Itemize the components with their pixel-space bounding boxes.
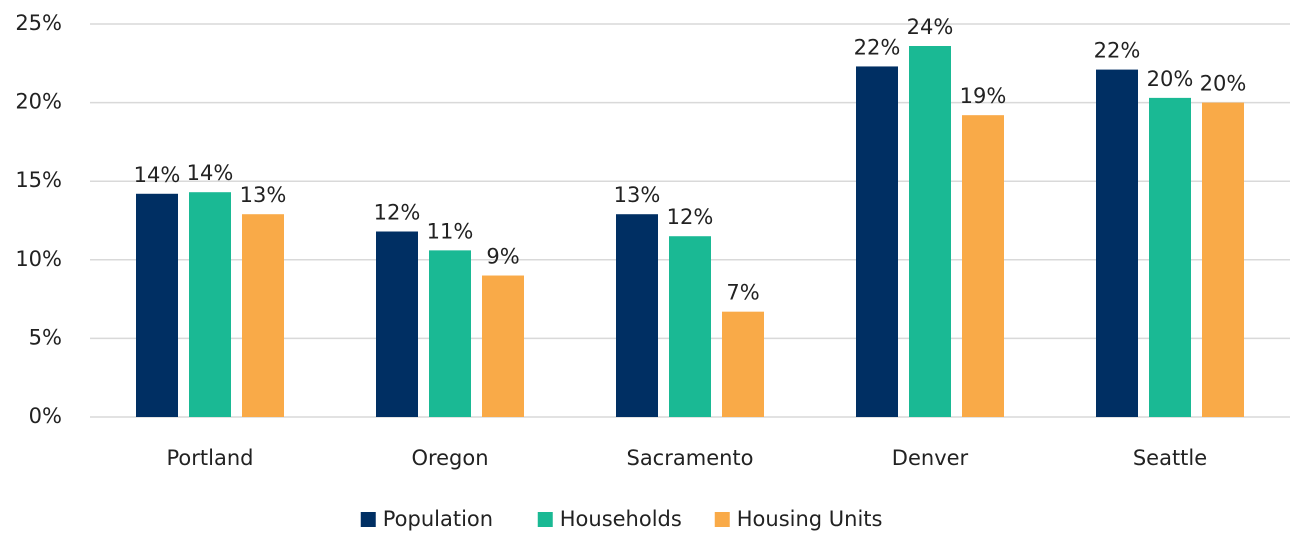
bar xyxy=(1096,69,1138,417)
legend-swatch xyxy=(360,512,376,527)
bar xyxy=(429,250,471,417)
value-label: 12% xyxy=(374,201,421,225)
x-tick-label: Oregon xyxy=(411,446,488,470)
bar xyxy=(616,214,658,417)
y-tick-label: 20% xyxy=(15,90,62,114)
value-label: 20% xyxy=(1200,72,1247,96)
value-label: 20% xyxy=(1147,67,1194,91)
value-label: 12% xyxy=(667,205,714,229)
legend-label: Households xyxy=(560,507,682,531)
bar xyxy=(136,193,178,417)
value-label: 13% xyxy=(614,183,661,207)
value-label: 24% xyxy=(907,15,954,39)
bar xyxy=(722,311,764,417)
bar xyxy=(1149,97,1191,417)
value-label: 22% xyxy=(1094,39,1141,63)
bar xyxy=(962,115,1004,418)
value-label: 11% xyxy=(427,219,474,243)
x-tick-label: Denver xyxy=(892,446,969,470)
x-tick-label: Seattle xyxy=(1133,446,1207,470)
bar xyxy=(669,236,711,417)
y-tick-label: 15% xyxy=(15,168,62,192)
value-label: 13% xyxy=(240,183,287,207)
legend-swatch xyxy=(714,512,730,527)
value-label: 9% xyxy=(486,245,519,269)
y-tick-label: 5% xyxy=(29,325,62,349)
legend-swatch xyxy=(537,512,553,527)
bar xyxy=(376,231,418,417)
x-tick-label: Sacramento xyxy=(626,446,753,470)
y-tick-label: 25% xyxy=(15,11,62,35)
value-label: 7% xyxy=(726,281,759,305)
y-tick-label: 10% xyxy=(15,247,62,271)
bar xyxy=(482,275,524,417)
value-label: 14% xyxy=(134,163,181,187)
value-label: 14% xyxy=(187,161,234,185)
value-label: 19% xyxy=(960,84,1007,108)
bar xyxy=(856,66,898,417)
y-tick-label: 0% xyxy=(29,404,62,428)
legend-label: Population xyxy=(383,507,493,531)
value-label: 22% xyxy=(854,35,901,59)
bar xyxy=(242,214,284,417)
bar xyxy=(189,192,231,417)
x-tick-label: Portland xyxy=(167,446,254,470)
bar xyxy=(1202,102,1244,417)
legend-label: Housing Units xyxy=(737,507,883,531)
bar xyxy=(909,46,951,418)
